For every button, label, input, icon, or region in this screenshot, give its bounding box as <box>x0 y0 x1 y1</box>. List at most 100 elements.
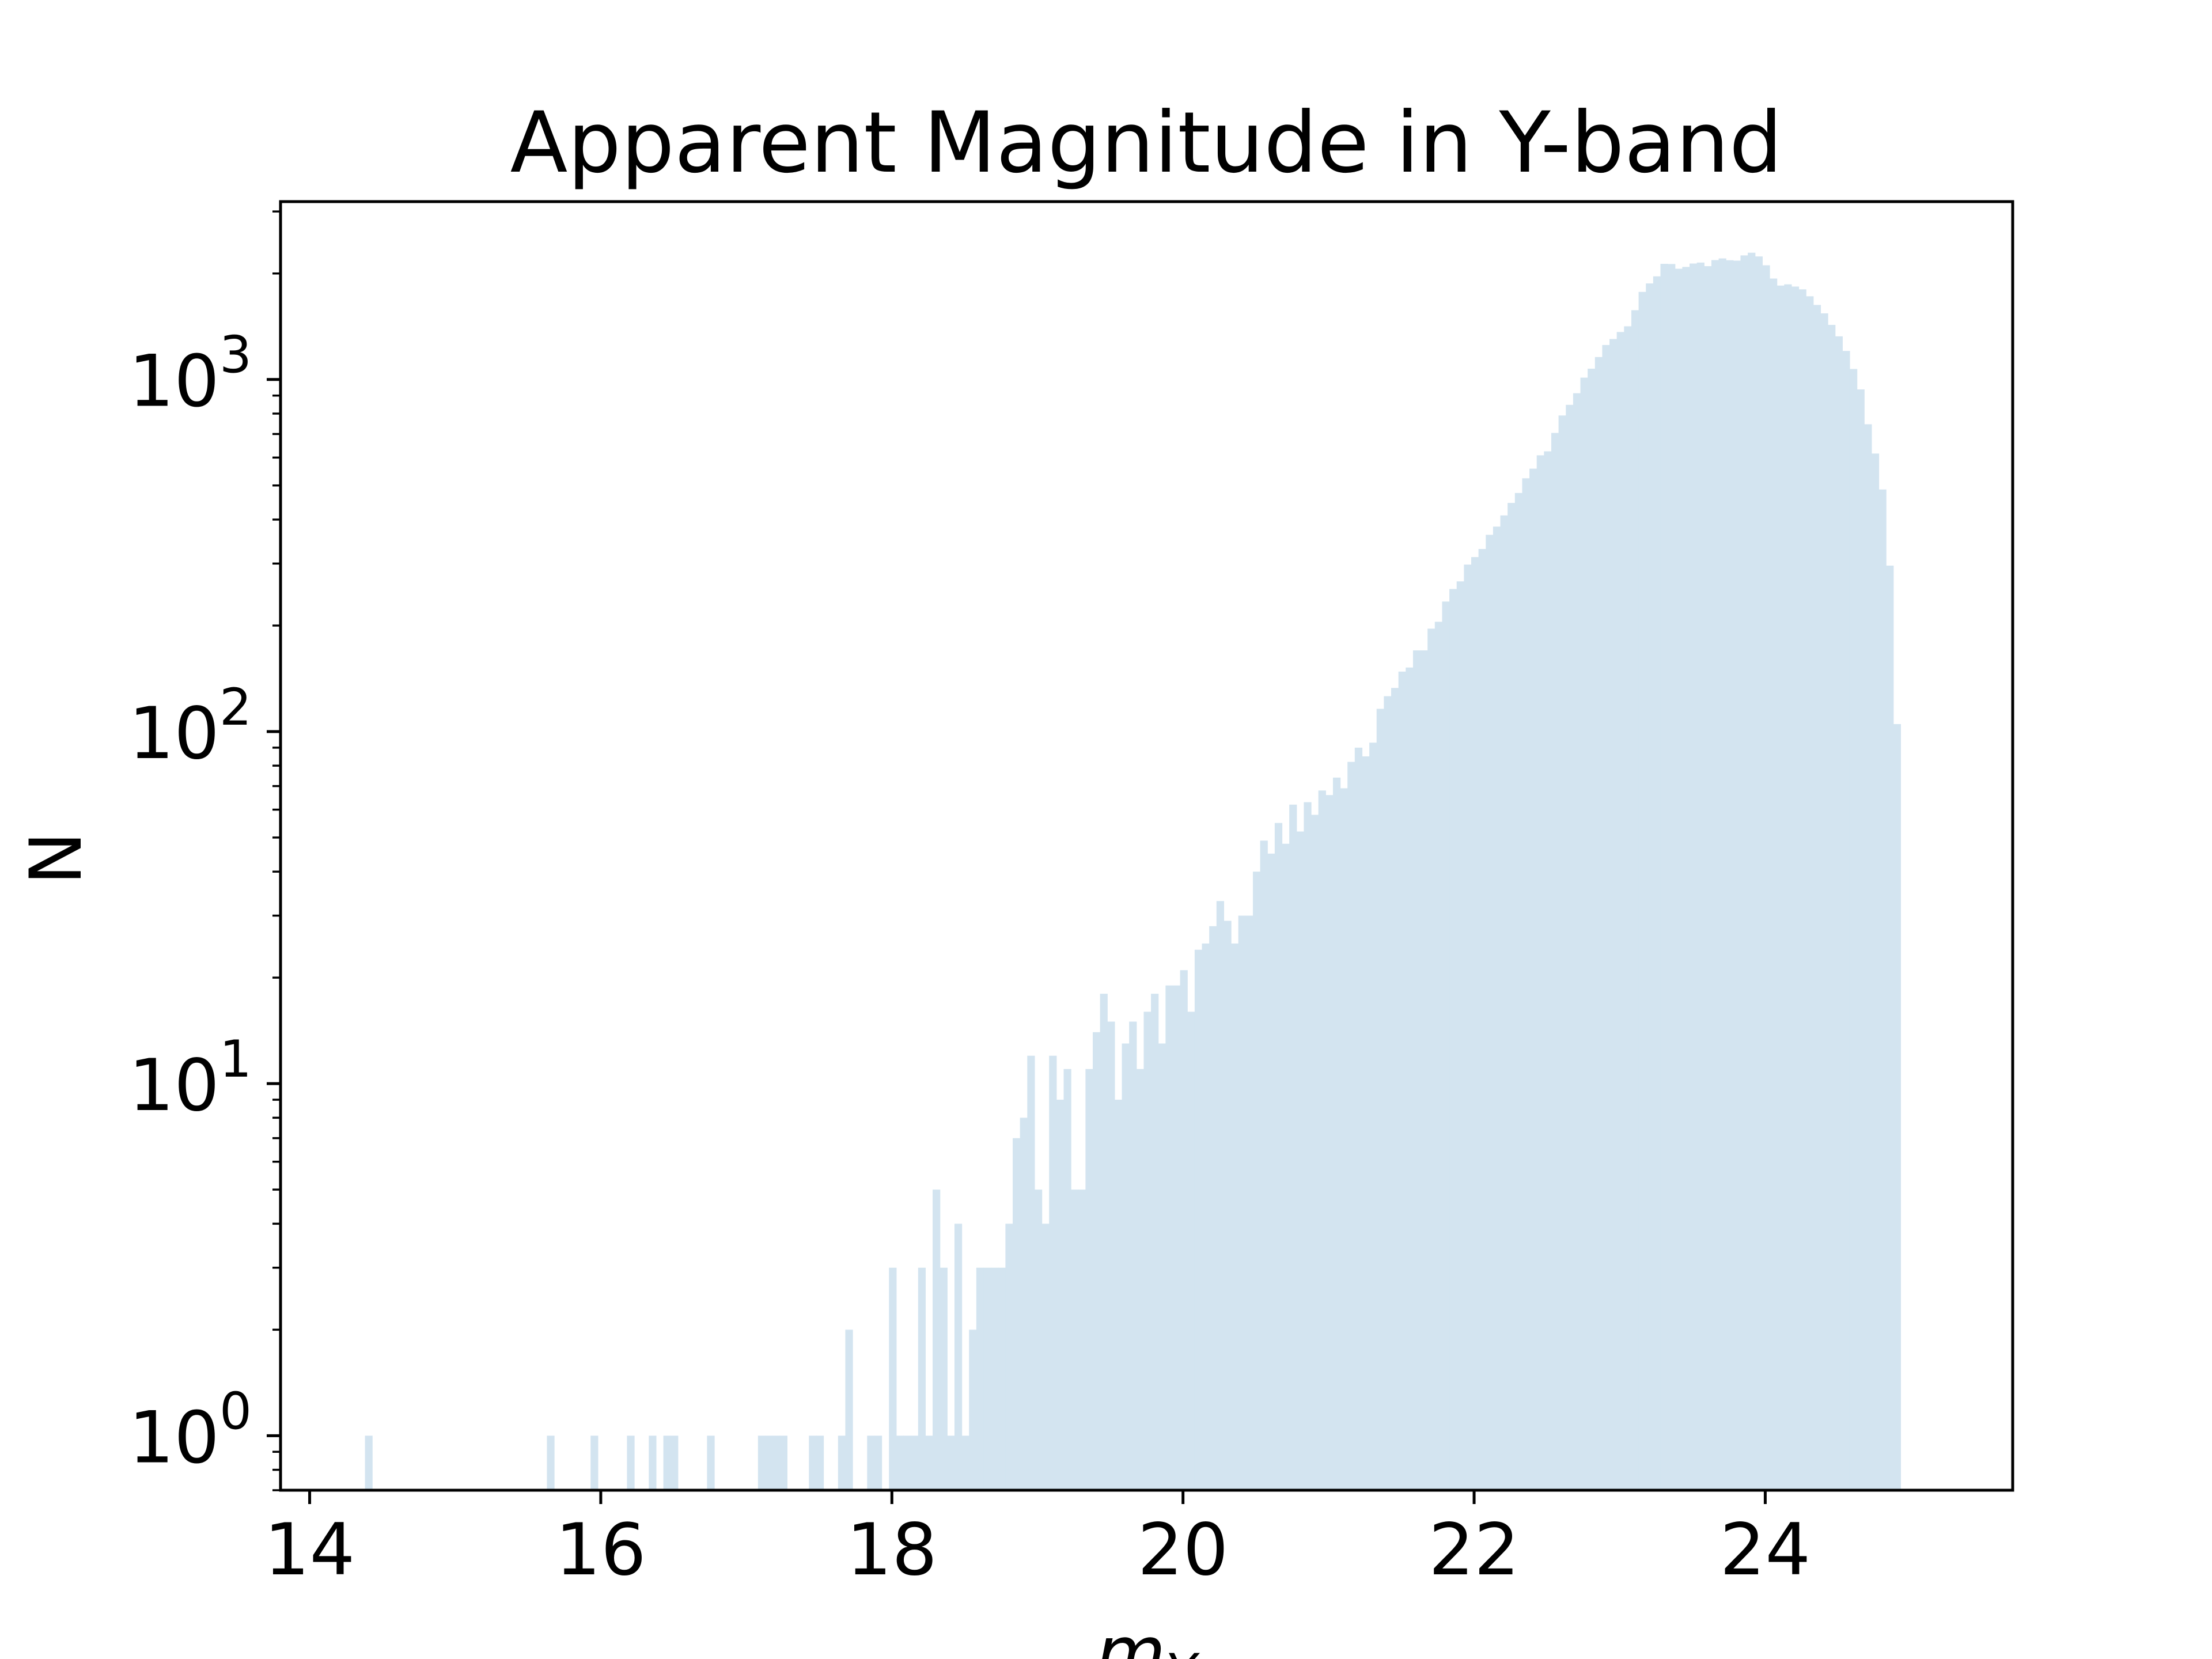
histogram-bar <box>1471 557 1479 1490</box>
histogram-bar <box>1216 901 1225 1490</box>
histogram-bar <box>1522 478 1530 1490</box>
histogram-bar <box>1733 260 1741 1490</box>
histogram-bar <box>1536 455 1544 1490</box>
y-tick-label-exponent: 1 <box>219 1029 252 1089</box>
histogram-bar <box>1056 1100 1065 1490</box>
histogram-bar <box>1668 264 1676 1490</box>
histogram-bar <box>1726 260 1734 1490</box>
histogram-bar <box>1675 268 1683 1490</box>
histogram-bar <box>1653 276 1661 1491</box>
histogram-bar <box>1434 622 1443 1490</box>
histogram-bar <box>1580 377 1588 1490</box>
histogram-bar <box>1456 581 1464 1490</box>
histogram-bar <box>1493 527 1501 1491</box>
histogram-bar <box>1194 949 1203 1490</box>
histogram-bar <box>940 1267 948 1490</box>
y-tick-label-exponent: 2 <box>219 677 252 737</box>
histogram-bar <box>1332 777 1341 1490</box>
histogram-bar <box>1238 915 1246 1490</box>
histogram-bar <box>1427 628 1435 1490</box>
histogram-bar <box>1594 357 1603 1490</box>
histogram-bar <box>1231 943 1239 1490</box>
histogram-bar <box>779 1435 787 1490</box>
histogram-bar <box>1609 339 1618 1490</box>
histogram-bar <box>1274 823 1283 1490</box>
histogram-bar <box>1791 286 1800 1491</box>
histogram-bar <box>816 1435 824 1490</box>
y-tick-label: 103 <box>128 325 252 423</box>
histogram-bar <box>991 1267 999 1490</box>
histogram-bar <box>1529 468 1537 1490</box>
x-axis-label: mY <box>1096 1612 1200 1659</box>
histogram-bar <box>757 1435 766 1490</box>
histogram-bar <box>838 1435 846 1490</box>
histogram-bar <box>1551 433 1559 1490</box>
histogram-bar <box>845 1330 853 1490</box>
histogram-bar <box>1158 1043 1166 1490</box>
histogram-bar <box>649 1435 657 1490</box>
histogram-bar <box>1005 1224 1013 1490</box>
x-axis-label-main: m <box>1096 1612 1166 1659</box>
histogram-bar <box>1049 1055 1057 1490</box>
histogram-bar <box>1777 285 1785 1490</box>
histogram-bar <box>1020 1118 1028 1490</box>
chart-title: Apparent Magnitude in Y-band <box>510 94 1783 192</box>
histogram-bar <box>1784 284 1792 1490</box>
x-tick-label: 24 <box>1720 1509 1811 1592</box>
histogram-bar <box>765 1435 773 1490</box>
histogram-bar <box>1180 970 1188 1490</box>
histogram-bar <box>1172 985 1181 1490</box>
histogram-bar <box>1864 424 1872 1490</box>
histogram-bar <box>976 1267 984 1490</box>
histogram-bar <box>1071 1190 1079 1490</box>
histogram-bar <box>1798 289 1806 1490</box>
histogram-bar <box>1376 709 1384 1490</box>
histogram-bar <box>1289 804 1297 1490</box>
histogram-bar <box>1748 252 1756 1491</box>
histogram-bar <box>1464 565 1472 1490</box>
histogram-bar <box>590 1435 599 1490</box>
histogram-bar <box>1151 994 1159 1490</box>
histogram-bar <box>1514 493 1523 1490</box>
histogram-bar <box>1544 451 1552 1490</box>
y-tick-label-base: 10 <box>128 340 219 423</box>
histogram-bar <box>1660 264 1668 1490</box>
histogram-bar <box>1245 915 1253 1490</box>
histogram-bar <box>1122 1043 1130 1490</box>
x-tick-label: 18 <box>846 1509 937 1592</box>
histogram-bar <box>1893 724 1902 1490</box>
y-tick-label-base: 10 <box>128 692 219 775</box>
histogram-bar <box>1500 515 1508 1490</box>
histogram-bar <box>1412 650 1421 1490</box>
histogram-bar <box>1871 453 1880 1490</box>
histogram-bar <box>809 1435 817 1490</box>
histogram-bar <box>918 1267 926 1490</box>
histogram-bar <box>1631 310 1639 1490</box>
histogram-bar <box>1165 985 1173 1490</box>
histogram-bar <box>1449 589 1457 1490</box>
histogram-bar <box>1886 565 1894 1490</box>
histogram-bar <box>1136 1069 1145 1490</box>
histogram-bar <box>1602 344 1610 1490</box>
y-axis-label: N <box>15 832 98 885</box>
histogram-bar <box>1849 369 1858 1490</box>
histogram-bar <box>983 1267 991 1490</box>
histogram-bar <box>1588 369 1596 1490</box>
histogram-bar <box>365 1435 373 1490</box>
y-tick-label: 101 <box>128 1029 252 1127</box>
histogram-bar <box>1718 258 1726 1491</box>
histogram-bar <box>1478 549 1486 1490</box>
histogram-bar <box>1114 1100 1123 1490</box>
histogram-bar <box>1442 601 1450 1490</box>
histogram-bar <box>1616 332 1624 1490</box>
histogram-bar <box>911 1435 919 1490</box>
histogram-bar <box>1209 926 1217 1490</box>
histogram-bar <box>1406 667 1414 1490</box>
histogram-bar <box>874 1435 882 1490</box>
histogram-bar <box>1304 802 1312 1490</box>
histogram-bar <box>1755 256 1763 1491</box>
histogram-bar <box>1318 790 1326 1490</box>
x-tick-label: 16 <box>555 1509 646 1592</box>
x-tick-label: 20 <box>1138 1509 1229 1592</box>
